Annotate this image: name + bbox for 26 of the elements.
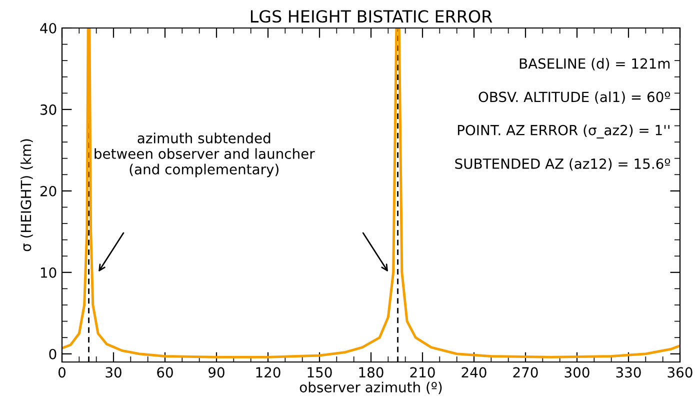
x-tick-label: 240 — [462, 367, 486, 378]
annotation: OBSV. ALTITUDE (al1) = 60º — [478, 91, 670, 104]
y-tick-label: 40 — [40, 22, 56, 34]
x-tick-label: 210 — [410, 367, 435, 378]
y-tick-label: 10 — [40, 267, 56, 278]
x-tick-label: 300 — [564, 367, 590, 378]
x-axis-title: observer azimuth (º) — [300, 382, 442, 394]
x-tick-label: 30 — [106, 367, 122, 378]
y-axis-title: σ (HEIGHT) (km) — [20, 139, 33, 252]
x-tick-label: 90 — [208, 367, 224, 378]
x-tick-label: 270 — [513, 367, 538, 378]
x-tick-label: 120 — [256, 367, 280, 378]
y-tick-label: 20 — [40, 186, 56, 196]
annotation: BASELINE (d) = 121m — [520, 58, 670, 70]
annotation: POINT. AZ ERROR (σ_az2) = 1'' — [458, 124, 670, 138]
chart-title: LGS HEIGHT BISTATIC ERROR — [250, 10, 492, 23]
x-tick-label: 150 — [308, 367, 332, 378]
x-tick-label: 0 — [58, 367, 66, 378]
x-tick-label: 180 — [359, 367, 384, 378]
annotation: azimuth subtended between observer and launcher (and complementary) — [94, 132, 315, 178]
x-tick-label: 360 — [668, 367, 692, 378]
annotation: SUBTENDED AZ (az12) = 15.6º — [455, 158, 670, 171]
y-tick-label: 0 — [49, 348, 56, 360]
y-tick-label: 30 — [40, 104, 56, 115]
x-tick-label: 330 — [616, 367, 641, 378]
x-tick-label: 60 — [157, 367, 173, 378]
